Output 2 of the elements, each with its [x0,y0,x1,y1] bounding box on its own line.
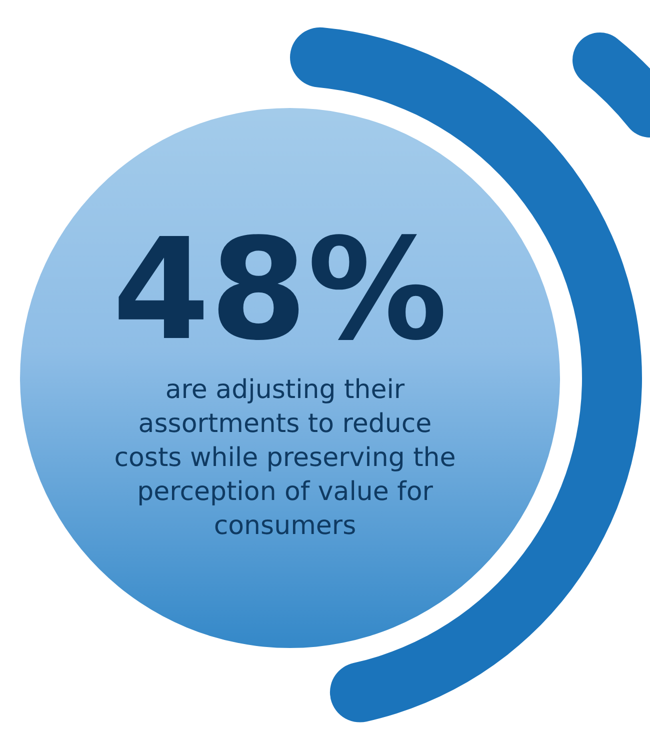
data-label: 48% [112,209,448,372]
text: are adjusting their assortments to reduce costs while preserving the perception of value for consumers [114,375,456,541]
